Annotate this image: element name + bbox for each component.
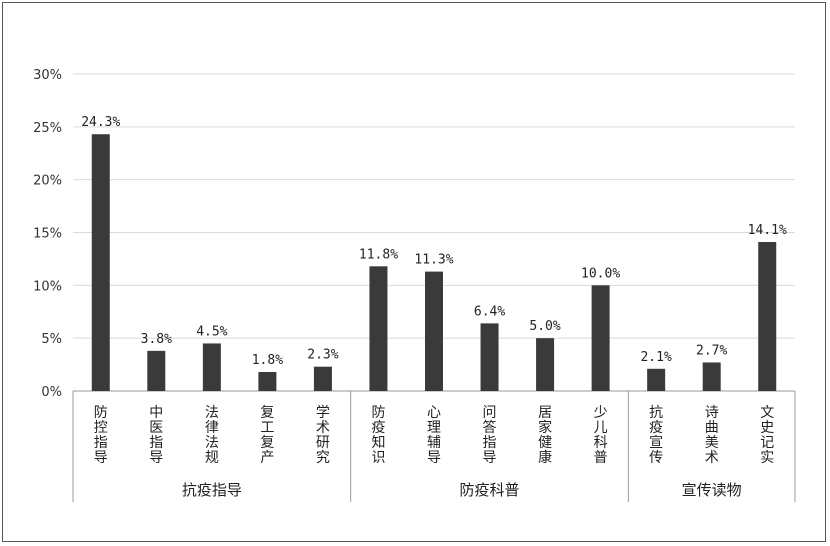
data-label: 2.1% xyxy=(640,350,671,365)
y-tick-label: 0% xyxy=(41,385,62,400)
data-label: 5.0% xyxy=(529,319,560,334)
category-label: 居家健康 xyxy=(538,405,552,466)
y-tick-label: 30% xyxy=(33,68,62,83)
bar xyxy=(258,371,277,391)
data-label: 2.3% xyxy=(307,348,338,363)
bar xyxy=(425,271,443,391)
bar xyxy=(202,343,221,391)
data-label: 1.8% xyxy=(252,353,283,368)
bar xyxy=(480,323,499,391)
bar xyxy=(91,134,110,392)
data-label: 24.3% xyxy=(81,115,120,130)
category-label: 防疫知识 xyxy=(371,405,385,466)
y-tick-label: 15% xyxy=(33,227,62,242)
category-label: 中医指导 xyxy=(149,405,163,466)
category-label: 学术研究 xyxy=(316,405,330,466)
data-label: 4.5% xyxy=(196,324,227,339)
bar xyxy=(147,350,166,391)
data-label: 11.3% xyxy=(414,253,453,268)
bar xyxy=(591,285,610,391)
category-label: 法律法规 xyxy=(205,405,219,466)
bar xyxy=(536,338,555,391)
y-tick-label: 10% xyxy=(33,279,62,294)
category-label: 抗疫宣传 xyxy=(649,405,663,466)
category-label: 文史记实 xyxy=(760,405,774,466)
data-label: 14.1% xyxy=(748,223,787,238)
category-label: 复工复产 xyxy=(260,404,274,466)
data-label: 6.4% xyxy=(474,304,505,319)
data-label: 2.7% xyxy=(696,343,727,358)
bar xyxy=(369,266,388,391)
category-label: 诗曲美术 xyxy=(705,405,719,466)
data-label: 11.8% xyxy=(359,247,398,262)
category-label: 防控指导 xyxy=(94,405,108,466)
y-tick-label: 20% xyxy=(33,174,62,189)
group-label: 防疫科普 xyxy=(460,481,520,499)
category-label: 心理辅导 xyxy=(427,405,441,466)
y-tick-label: 5% xyxy=(41,332,62,347)
bar xyxy=(758,242,777,391)
bar xyxy=(647,368,666,391)
bar xyxy=(702,362,721,391)
data-label: 3.8% xyxy=(141,332,172,347)
data-label: 10.0% xyxy=(581,266,620,281)
category-label: 少儿科普 xyxy=(594,405,608,466)
y-tick-label: 25% xyxy=(33,121,62,136)
group-label: 抗疫指导 xyxy=(182,481,242,499)
category-label: 问答指导 xyxy=(483,405,497,466)
group-label: 宣传读物 xyxy=(682,481,742,499)
bar xyxy=(313,366,332,391)
